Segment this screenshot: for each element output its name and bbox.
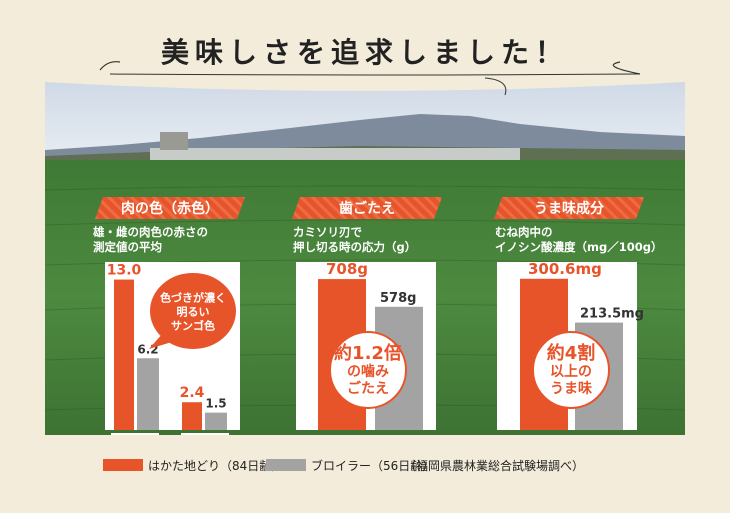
legend-source: （福岡県農林業総合試験場調べ） [404,458,584,473]
bar-hakata [114,279,134,430]
headline-swash-right [612,61,641,75]
chart-panels: 肉の色（赤色）雄・雌の肉色の赤さの測定値の平均13.06.2もも肉2.41.5む… [92,197,662,451]
callout-badge [150,273,236,349]
callout-text-line: 約4割 [547,342,596,364]
callout-badge [532,331,610,409]
chart-title: 歯ごたえ [339,200,395,217]
legend-swatch-hakata [103,459,143,471]
data-label-hakata: 2.4 [180,385,205,401]
headline-swash-left [99,61,121,71]
chart-title: 肉の色（赤色） [121,200,219,217]
data-label-broiler: 213.5mg [580,307,644,322]
legend-swatch-broiler [266,459,306,471]
data-label-hakata: 708g [326,260,368,278]
callout-text-line: うま味 [550,381,592,397]
chart-header-pill [95,197,245,219]
chart-subtitle-line: 測定値の平均 [93,240,162,254]
chart-subtitle-line: イノシン酸濃度（mg／100g） [495,240,662,254]
data-label-broiler: 578g [380,291,416,306]
callout-text-line: 色づきが濃く [160,291,226,305]
legend-label-hakata: はかた地どり（84日齢） [148,458,283,473]
callout-text-line: サンゴ色 [171,319,215,333]
chart-subtitle-line: 雄・雌の肉色の赤さの [92,225,208,239]
chart-header-pill [494,197,644,219]
chart-subtitle-line: カミソリ刃で [293,225,362,239]
chart-subtitle-line: むね肉中の [495,225,553,239]
chart-subtitle-line: 押し切る時の応力（g） [293,240,416,254]
title-banner [45,0,685,91]
legend: はかた地どり（84日齢） ブロイラー（56日齢） （福岡県農林業総合試験場調べ） [45,435,685,473]
bar-broiler [205,412,227,430]
data-label-broiler: 1.5 [205,397,226,411]
chart-title: うま味成分 [534,200,604,217]
callout-text-line: 以上の [550,364,592,380]
headline-text: 美味しさを追求しました！ [161,36,569,69]
callout-text-line: 約1.2倍 [334,342,402,364]
legend-label-broiler: ブロイラー（56日齢） [311,458,434,473]
bar-hakata [182,402,202,430]
data-label-hakata: 13.0 [107,263,142,279]
bar-broiler [137,358,159,430]
legend-strip [45,435,685,465]
callout-badge [329,331,407,409]
headline: 美味しさを追求しました！ [99,36,641,96]
callout-text-line: の噛み [347,363,389,380]
callout-tail [149,333,175,349]
chart-header-pill [292,197,442,219]
data-label-hakata: 300.6mg [528,260,602,278]
callout-text-line: ごたえ [347,380,389,397]
callout-text-line: 明るい [177,306,210,319]
